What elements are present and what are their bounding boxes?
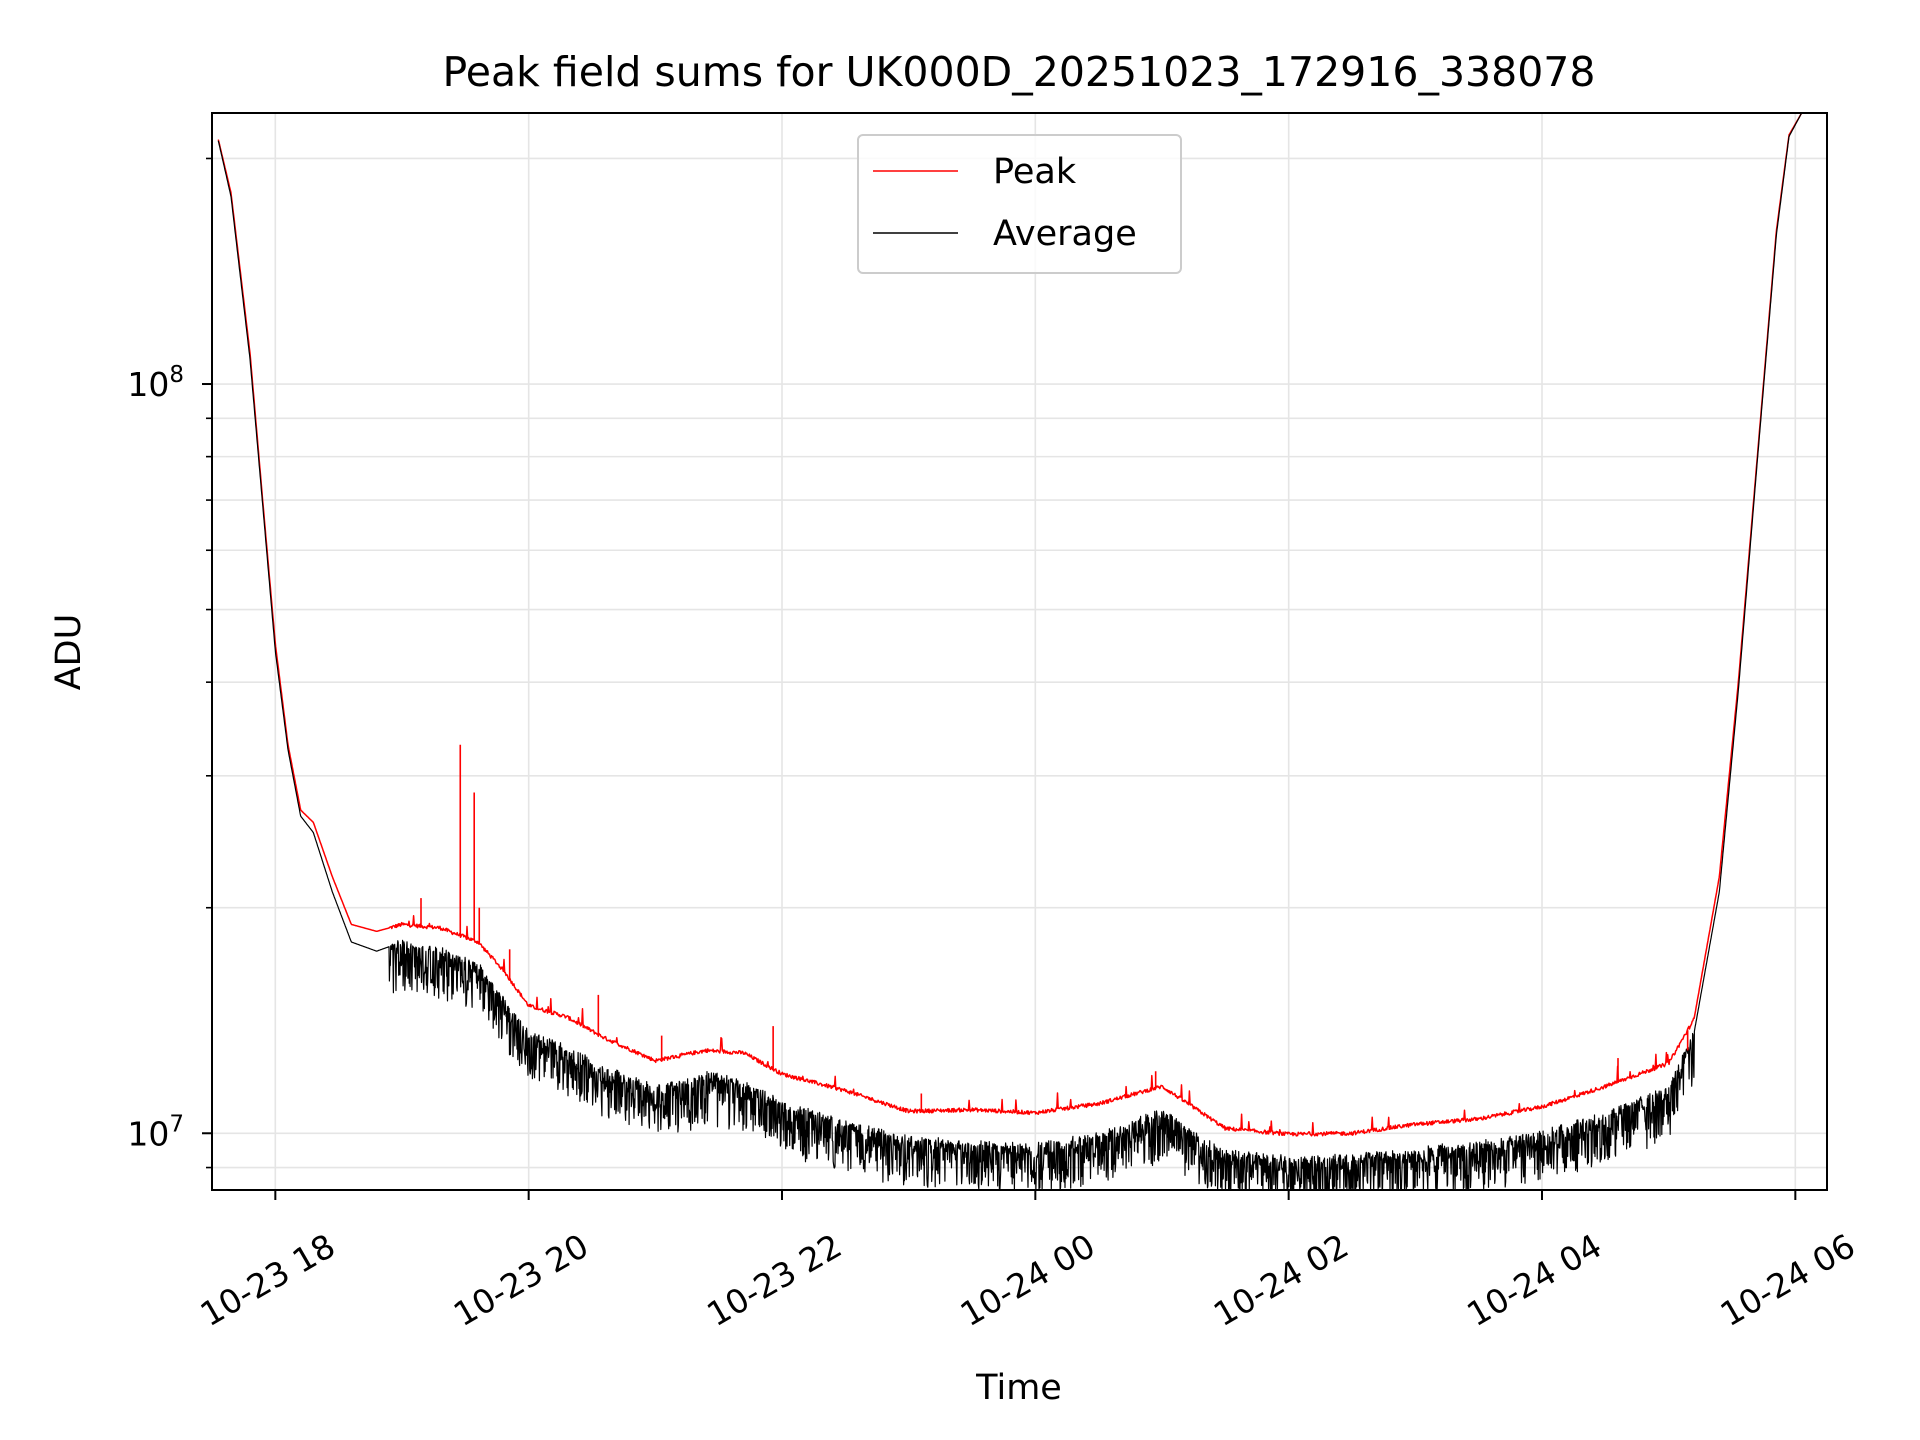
tick-marks [202,157,1797,1200]
x-tick-label: 10-23 20 [447,1226,595,1334]
y-tick-label: 108 [127,362,184,404]
series-line-average [217,112,1803,1191]
x-tick-label: 10-24 00 [954,1226,1102,1334]
x-axis-label: Time [975,1368,1062,1408]
tick-labels: 10-23 18 10-23 20 10-23 22 10-24 00 10-24 02… [127,362,1861,1334]
series-layer [217,112,1803,1191]
series-line-peak [217,112,1803,1137]
x-tick-label: 10-24 04 [1460,1226,1608,1334]
legend: Peak Average [857,134,1182,274]
y-axis-label: ADU [49,614,89,691]
x-tick-label: 10-24 06 [1714,1226,1862,1334]
chart-title: Peak field sums for UK000D_20251023_1729… [443,48,1596,96]
grid-lines [212,113,1827,1190]
plot-frame [211,112,1828,1191]
legend-label-peak: Peak [993,152,1077,192]
legend-label-average: Average [993,214,1137,254]
x-tick-label: 10-23 18 [194,1226,342,1334]
x-tick-label: 10-23 22 [700,1226,848,1334]
legend-box [857,134,1182,274]
y-tick-label: 107 [127,1111,184,1153]
x-tick-label: 10-24 02 [1207,1226,1355,1334]
